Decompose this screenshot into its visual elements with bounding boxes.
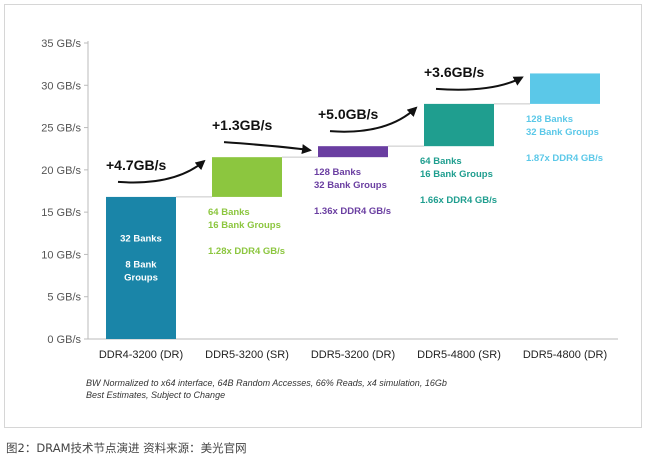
bar-annotation: 128 Banks (526, 114, 573, 125)
bar-annotation: 1.66x DDR4 GB/s (420, 195, 497, 206)
x-tick-label: DDR5-3200 (DR) (311, 349, 395, 361)
bar-annotation: 32 Bank Groups (526, 127, 599, 138)
y-tick-label: 25 GB/s (41, 123, 81, 135)
increment-arrow (435, 76, 524, 91)
bar-annotation: 8 Bank (125, 260, 157, 271)
increment-label: +3.6GB/s (424, 64, 485, 80)
y-tick-label: 10 GB/s (41, 249, 81, 261)
bar-annotation: 128 Banks (314, 167, 361, 178)
y-tick-label: 5 GB/s (47, 292, 81, 304)
bar-annotation: 64 Banks (420, 156, 462, 167)
y-tick-label: 30 GB/s (41, 80, 81, 92)
bar-annotation: 32 Bank Groups (314, 180, 387, 191)
footnote: Best Estimates, Subject to Change (86, 390, 225, 400)
y-tick-label: 15 GB/s (41, 207, 81, 219)
increment-arrow (117, 159, 206, 184)
increment-label: +4.7GB/s (106, 157, 167, 173)
bar-annotation: 16 Bank Groups (208, 220, 281, 231)
bar-annotation: 1.28x DDR4 GB/s (208, 246, 285, 257)
bar-annotation: 16 Bank Groups (420, 169, 493, 180)
footnote: BW Normalized to x64 interface, 64B Rand… (86, 378, 447, 388)
increment-arrow (223, 141, 312, 155)
x-tick-label: DDR5-3200 (SR) (205, 349, 289, 361)
bar-annotation: Groups (124, 273, 158, 284)
bar-annotation: 32 Banks (120, 234, 162, 245)
x-tick-label: DDR5-4800 (SR) (417, 349, 501, 361)
y-tick-label: 35 GB/s (41, 38, 81, 50)
x-tick-label: DDR4-3200 (DR) (99, 349, 183, 361)
chart: 0 GB/s 5 GB/s 10 GB/s 15 GB/s 20 GB/s 25 GB/s… (41, 38, 618, 400)
figure-caption: 图2：DRAM技术节点演进 资料来源：美光官网 (6, 441, 247, 455)
bar-3 (318, 146, 388, 158)
bar-5 (530, 73, 600, 104)
x-tick-label: DDR5-4800 (DR) (523, 349, 607, 361)
increment-label: +1.3GB/s (212, 117, 273, 133)
y-tick-label: 0 GB/s (47, 334, 81, 346)
bar-annotation: 64 Banks (208, 207, 250, 218)
bar-annotation: 1.87x DDR4 GB/s (526, 153, 603, 164)
bar-4 (424, 103, 494, 147)
bar-annotation: 1.36x DDR4 GB/s (314, 206, 391, 217)
y-tick-label: 20 GB/s (41, 165, 81, 177)
bar-1 (106, 196, 176, 339)
increment-label: +5.0GB/s (318, 106, 379, 122)
increment-arrow (329, 106, 418, 133)
bar-2 (212, 157, 282, 197)
